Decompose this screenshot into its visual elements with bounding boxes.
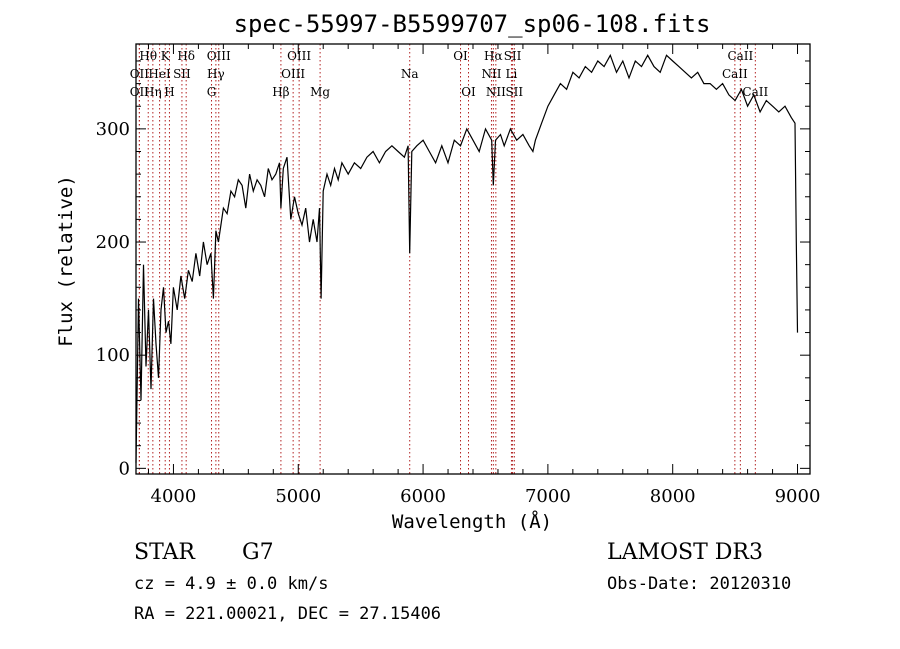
x-tick-label: 4000 — [151, 486, 197, 507]
spectral-line-label: SII — [173, 67, 191, 81]
spectral-line-label: Na — [401, 67, 419, 81]
spectral-line-label: HeI — [148, 67, 171, 81]
spectral-line-label: OI — [461, 85, 476, 99]
spectral-line-label: Mg — [310, 85, 330, 99]
spectral-line-label: H — [164, 85, 174, 99]
y-tick-label: 300 — [96, 119, 130, 140]
x-tick-label: 6000 — [400, 486, 446, 507]
spectral-line-label: Hγ — [207, 67, 225, 81]
axes: 4000 5000 6000 7000 8000 9000 0 100 200 300 — [96, 43, 821, 507]
spectral-line-label: CaII — [727, 49, 753, 63]
spectral-line-label: Hη — [144, 85, 162, 99]
spectral-line-label: OIII — [207, 49, 231, 63]
coordinates: RA = 221.00021, DEC = 27.15406 — [134, 604, 442, 624]
survey-name: LAMOST DR3 — [607, 540, 763, 565]
spectral-line-label: NII — [481, 67, 501, 81]
x-tick-label: 9000 — [775, 486, 821, 507]
object-class: STAR — [134, 540, 195, 565]
y-tick-label: 200 — [96, 232, 130, 253]
spectral-line-label: CaII — [722, 67, 748, 81]
spectral-line-label: NII — [486, 85, 506, 99]
y-axis-label: Flux (relative) — [55, 175, 77, 347]
spectral-line-markers — [138, 44, 756, 474]
spectral-line-label: Li — [506, 67, 518, 81]
object-subclass: G7 — [242, 540, 274, 565]
spectral-line-label: Hβ — [272, 85, 289, 99]
x-tick-label: 5000 — [275, 486, 321, 507]
spectral-line-label: OII — [130, 67, 150, 81]
plot-frame — [135, 43, 811, 475]
spectral-line-label: Hδ — [177, 49, 195, 63]
spectral-line-label: OIII — [281, 67, 305, 81]
spectral-line-label: OIII — [287, 49, 311, 63]
spectral-line-label: OI — [453, 49, 468, 63]
spectrum-line — [135, 53, 799, 463]
redshift-velocity: cz = 4.9 ± 0.0 km/s — [134, 574, 329, 594]
y-tick-label: 100 — [96, 345, 130, 366]
spectrum-series — [135, 53, 799, 463]
spectral-line-label: OII — [130, 85, 150, 99]
spectral-line-label: CaII — [742, 85, 768, 99]
spectral-line-label: Hθ — [139, 49, 157, 63]
observation-date: Obs-Date: 20120310 — [607, 574, 792, 594]
x-tick-label: 7000 — [525, 486, 571, 507]
y-tick-label: 0 — [119, 458, 130, 479]
spectral-line-label: Hα — [484, 49, 503, 63]
x-axis-label: Wavelength (Å) — [392, 510, 552, 533]
spectral-line-label: K — [161, 49, 171, 63]
spectral-line-label: SII — [505, 85, 523, 99]
chart-title: spec-55997-B5599707_sp06-108.fits — [234, 10, 711, 38]
x-tick-label: 8000 — [650, 486, 696, 507]
spectral-line-label: G — [207, 85, 217, 99]
spectral-line-label: SII — [504, 49, 522, 63]
